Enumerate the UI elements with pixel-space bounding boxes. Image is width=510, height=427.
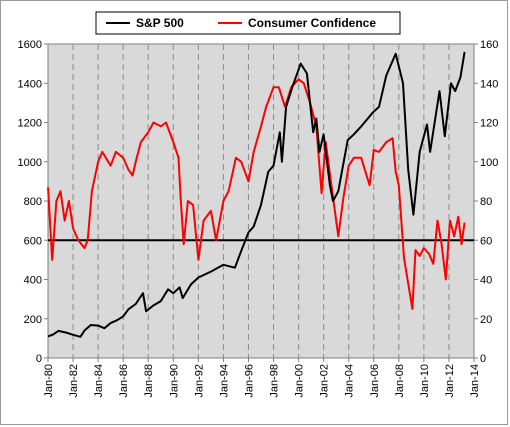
y-left-tick-label: 0 (36, 353, 42, 365)
legend-label-s-p-500: S&P 500 (136, 16, 184, 30)
y-left-tick-label: 1000 (18, 157, 42, 169)
x-tick-label: Jan-12 (444, 364, 456, 398)
series-line-consumer-confidence (47, 78, 466, 310)
y-left-tick-label: 400 (24, 275, 42, 287)
x-tick-label: Jan-02 (319, 364, 331, 398)
y-right-tick-label: 160 (480, 39, 498, 51)
y-left-tick-label: 800 (24, 196, 42, 208)
x-tick-label: Jan-08 (394, 364, 406, 398)
y-left-tick-label: 200 (24, 314, 42, 326)
series-layer (47, 51, 466, 338)
series-line-s-p-500 (47, 51, 466, 338)
legend: S&P 500 Consumer Confidence (95, 11, 401, 35)
x-tick-label: Jan-06 (369, 364, 381, 398)
x-tick-label: Jan-04 (344, 364, 356, 398)
y-left-tick-label: 600 (24, 235, 42, 247)
x-tick-label: Jan-98 (269, 364, 281, 398)
legend-box (95, 11, 401, 35)
x-tick-label: Jan-84 (93, 364, 105, 398)
x-tick-label: Jan-80 (43, 364, 55, 398)
x-tick-label: Jan-94 (218, 364, 230, 398)
x-tick-label: Jan-92 (193, 364, 205, 398)
y-right-tick-label: 60 (480, 235, 492, 247)
x-tick-label: Jan-00 (294, 364, 306, 398)
legend-label-consumer-confidence: Consumer Confidence (248, 16, 376, 30)
x-tick-label: Jan-96 (243, 364, 255, 398)
y-right-tick-label: 120 (480, 118, 498, 130)
x-tick-label: Jan-90 (168, 364, 180, 398)
y-right-tick-label: 40 (480, 275, 492, 287)
y-left-tick-label: 1200 (18, 118, 42, 130)
y-right-tick-label: 140 (480, 78, 498, 90)
grid-lines (72, 44, 450, 358)
y-left-tick-label: 1600 (18, 39, 42, 51)
axes: Jan-80 Jan-82 Jan-84 Jan-86 Jan-88 Jan-90 Jan-… (18, 39, 499, 398)
y-right-tick-label: 20 (480, 314, 492, 326)
y-right-tick-label: 100 (480, 157, 498, 169)
x-tick-label: Jan-10 (419, 364, 431, 398)
y-right-tick-label: 0 (480, 353, 486, 365)
x-tick-label: Jan-14 (469, 364, 481, 398)
y-right-tick-label: 80 (480, 196, 492, 208)
y-left-tick-label: 1400 (18, 78, 42, 90)
x-tick-label: Jan-82 (68, 364, 80, 398)
x-tick-label: Jan-86 (118, 364, 130, 398)
x-tick-label: Jan-88 (143, 364, 155, 398)
